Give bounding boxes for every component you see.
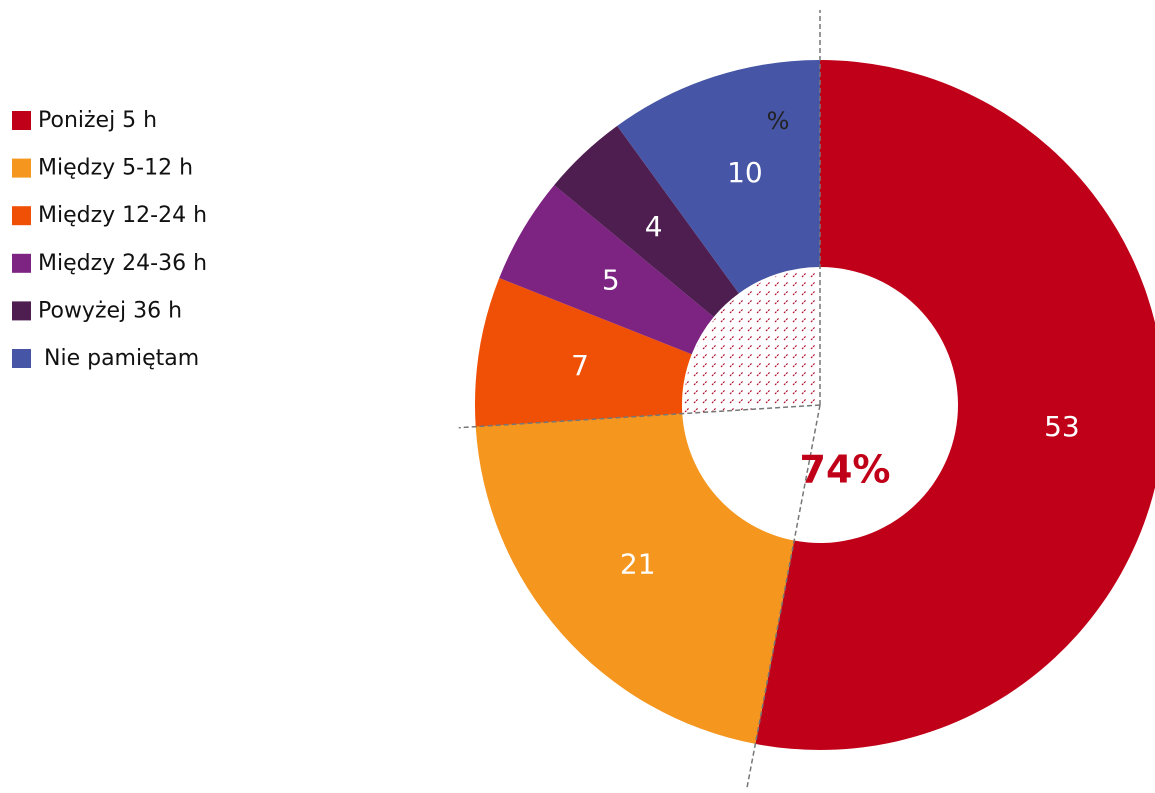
legend-swatch [12, 158, 31, 178]
data-label: 53 [1044, 410, 1080, 443]
legend-swatch [12, 111, 31, 130]
legend-label: Poniżej 5 h [38, 108, 157, 133]
data-label: 21 [620, 548, 656, 581]
legend-label: Między 12-24 h [38, 203, 207, 228]
legend-label: Powyżej 36 h [38, 298, 182, 323]
annotation: % [767, 107, 790, 135]
data-label: 10 [727, 156, 763, 189]
legend-label: Między 5-12 h [38, 156, 193, 181]
slice [617, 60, 820, 294]
slice [499, 185, 714, 355]
reference-line [745, 404, 821, 791]
legend-swatch [12, 301, 31, 321]
slices: 53 Poniżej 5 h 21 Między 5-12 h 7 Między 12-2… [12, 60, 1155, 750]
legend-swatch [12, 206, 31, 226]
legend-swatch [12, 253, 31, 273]
reference-line [458, 404, 821, 429]
hatch-area [684, 269, 820, 414]
legend-swatch [12, 349, 31, 368]
slice [475, 277, 692, 427]
data-label: 5 [602, 263, 620, 296]
data-label: 4 [645, 210, 663, 243]
annotation: 74% [800, 448, 891, 492]
data-label: 7 [571, 349, 589, 382]
slice [554, 125, 739, 318]
legend-label: Między 24-36 h [38, 251, 207, 276]
overlay [458, 10, 821, 791]
slice [755, 60, 1155, 750]
slice [475, 413, 795, 744]
legend-label: Nie pamiętam [44, 346, 199, 371]
